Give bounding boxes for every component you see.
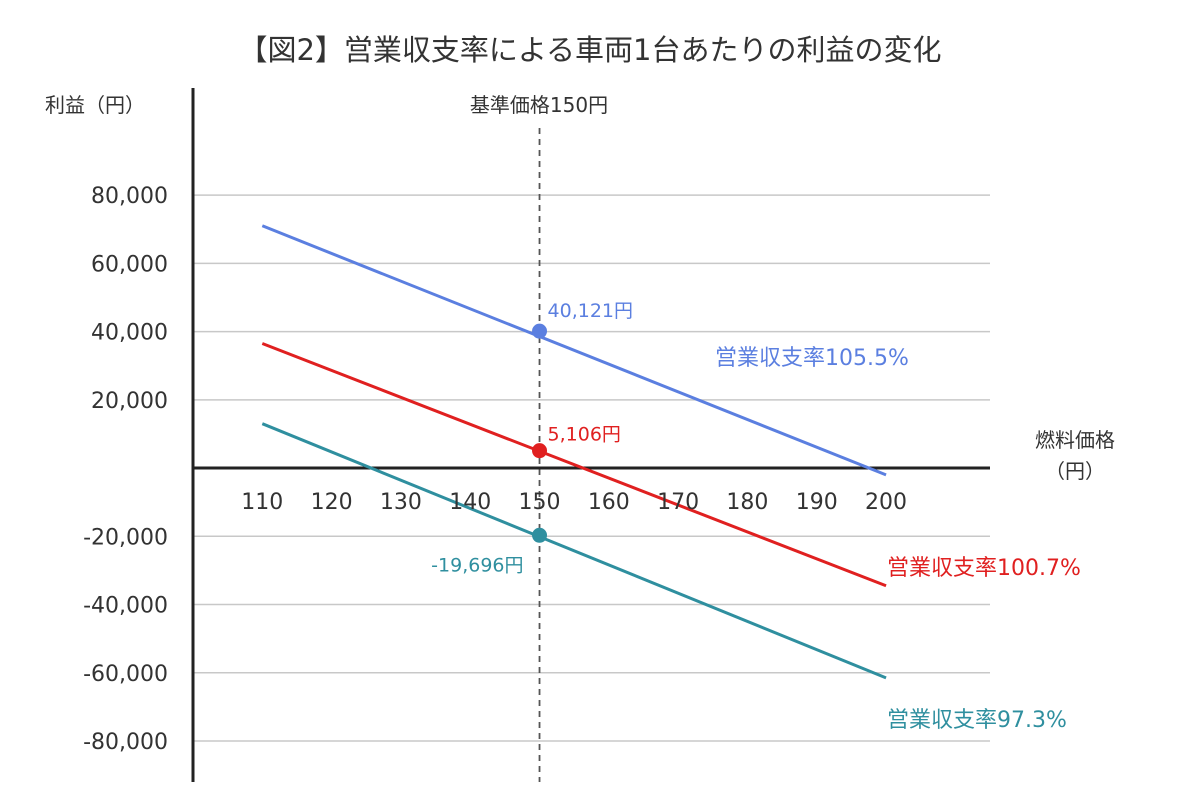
x-tick-label: 150 [519,490,561,515]
y-axis-label: 利益（円） [45,93,145,117]
x-tick-label: 110 [241,490,283,515]
tick-labels: 80,000 60,000 40,000 20,000 -20,000 -40,000 -6… [83,184,907,755]
gridlines [193,194,990,742]
axes [191,88,990,782]
x-tick-label: 200 [865,490,907,515]
y-tick-label: -80,000 [83,730,168,755]
x-tick-label: 140 [449,490,491,515]
y-tick-label: -20,000 [83,525,168,550]
series-label: 営業収支率100.7% [887,556,1081,581]
y-tick-label: 80,000 [91,184,168,209]
series-line [261,342,887,588]
series-line [261,422,887,680]
chart-title: 【図2】営業収支率による車両1台あたりの利益の変化 [238,33,941,67]
data-label: 5,106円 [548,424,621,446]
x-tick-label: 160 [588,490,630,515]
data-point [532,323,548,339]
y-tick-label: 40,000 [91,321,168,346]
y-tick-label: 60,000 [91,252,168,277]
x-tick-label: 130 [380,490,422,515]
x-tick-label: 180 [726,490,768,515]
y-tick-label: -60,000 [83,662,168,687]
x-axis-label: 燃料価格 [1035,428,1115,452]
x-tick-label: 120 [311,490,353,515]
x-axis-label-unit: （円） [1045,459,1105,483]
y-tick-label: -40,000 [83,594,168,619]
data-label: -19,696円 [431,554,523,576]
data-point [532,527,548,543]
series-label: 営業収支率97.3% [887,708,1067,733]
series-label: 営業収支率105.5% [715,346,909,371]
reference-line-label: 基準価格150円 [470,93,608,117]
data-label: 40,121円 [548,300,633,322]
series-line [261,224,887,477]
y-tick-label: 20,000 [91,389,168,414]
data-point [532,443,548,459]
x-tick-label: 170 [657,490,699,515]
x-tick-label: 190 [796,490,838,515]
